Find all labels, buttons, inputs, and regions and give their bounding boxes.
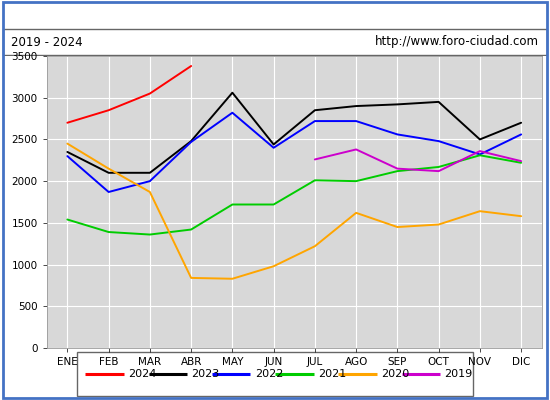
Text: 2024: 2024 — [128, 369, 157, 379]
Text: Evolucion Nº Turistas Extranjeros en el municipio de Jaén: Evolucion Nº Turistas Extranjeros en el … — [51, 7, 499, 21]
Text: 2022: 2022 — [255, 369, 283, 379]
Text: 2021: 2021 — [318, 369, 346, 379]
Text: 2020: 2020 — [381, 369, 409, 379]
Text: 2019: 2019 — [444, 369, 472, 379]
Bar — [77, 352, 473, 396]
Text: 2023: 2023 — [191, 369, 219, 379]
Text: http://www.foro-ciudad.com: http://www.foro-ciudad.com — [375, 36, 539, 48]
Text: 2019 - 2024: 2019 - 2024 — [11, 36, 82, 48]
